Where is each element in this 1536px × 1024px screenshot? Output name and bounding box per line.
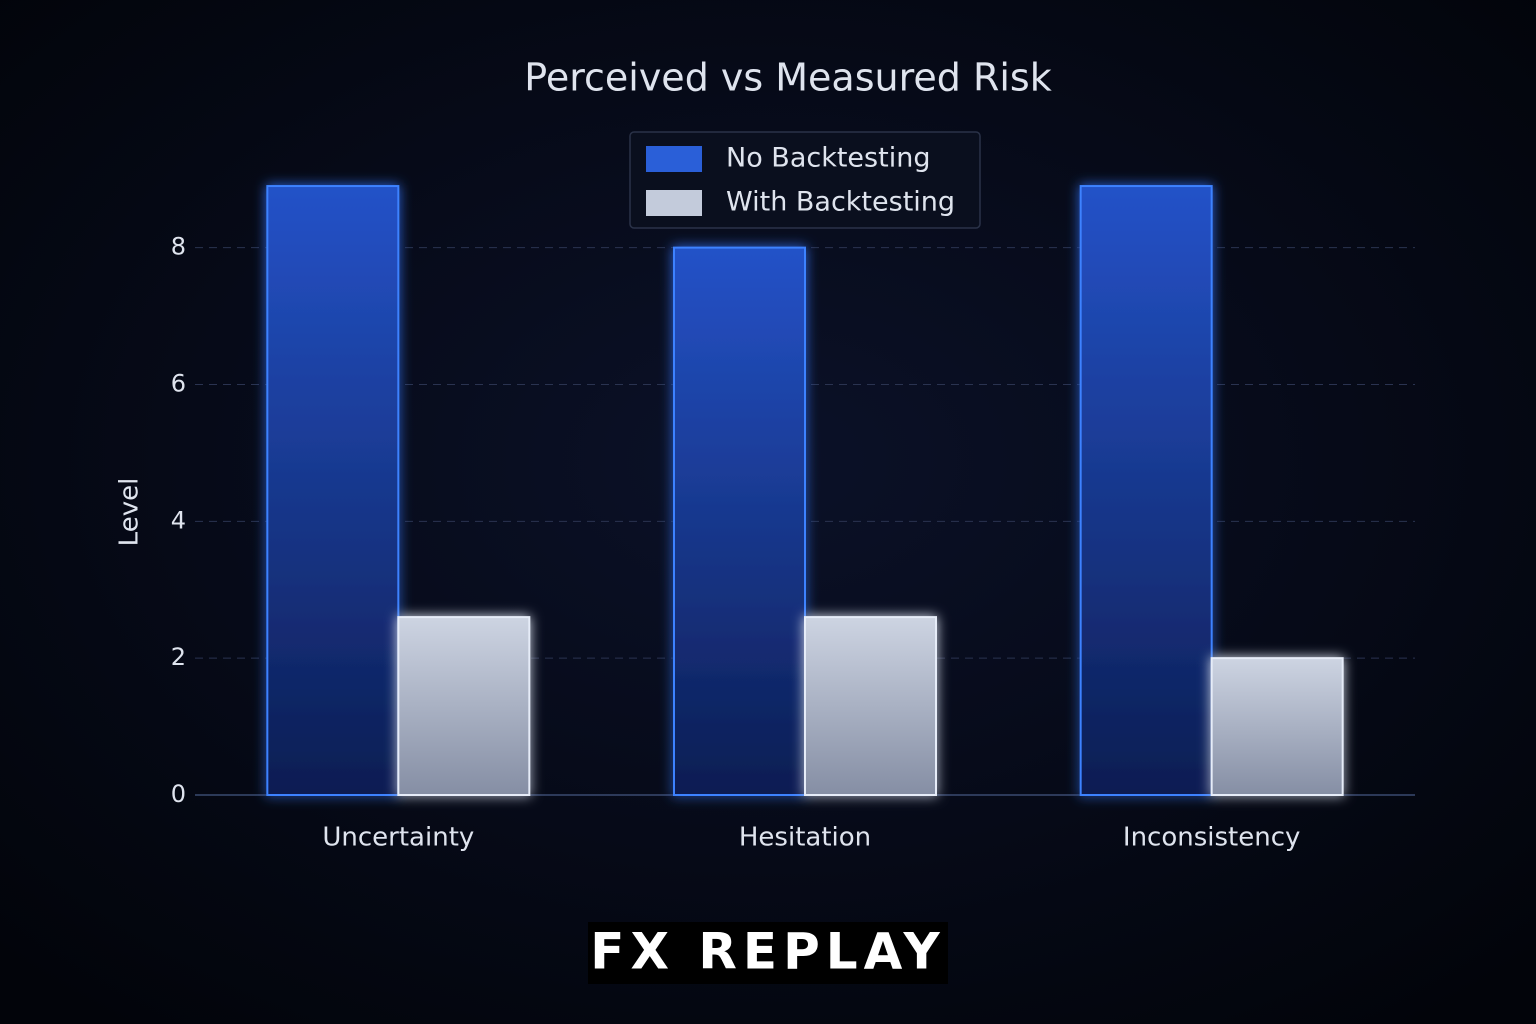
y-axis-label: Level [115, 478, 145, 547]
x-tick-label: Hesitation [739, 823, 871, 853]
bar [1079, 185, 1213, 797]
bar [804, 616, 937, 797]
bar [266, 185, 400, 797]
x-tick-label: Uncertainty [322, 823, 474, 853]
x-tick-label: Inconsistency [1123, 823, 1301, 853]
y-tick-label: 4 [171, 506, 186, 534]
logo: FX REPLAY [590, 923, 945, 981]
y-tick-label: 6 [171, 369, 186, 397]
legend-box [629, 131, 981, 229]
legend-label: No Backtesting [726, 143, 930, 174]
bar [673, 246, 806, 796]
legend-label: With Backtesting [726, 187, 955, 218]
logo-box [588, 922, 948, 984]
y-tick-label: 8 [171, 233, 186, 261]
chart-title: Perceived vs Measured Risk [524, 56, 1051, 100]
bar [1210, 657, 1344, 796]
bar [397, 616, 531, 797]
y-tick-label: 2 [171, 643, 186, 671]
legend-swatch [646, 190, 702, 216]
legend-swatch [646, 146, 702, 172]
y-tick-label: 0 [171, 780, 186, 808]
